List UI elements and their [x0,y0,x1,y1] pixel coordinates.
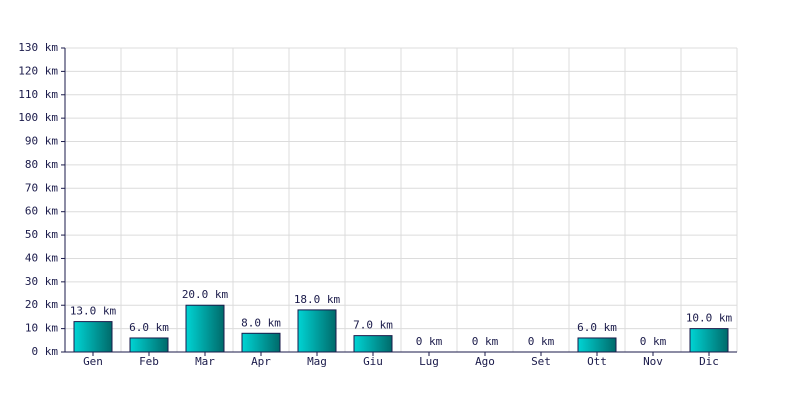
y-tick-label: 60 km [25,205,58,218]
bar [73,321,113,353]
x-tick-label: Giu [363,355,383,368]
y-tick-label: 20 km [25,298,58,311]
y-tick-label: 40 km [25,251,58,264]
value-label: 0 km [416,335,443,348]
value-label: 6.0 km [577,321,617,334]
value-label: 8.0 km [241,316,281,329]
bar [577,337,617,353]
value-label: 10.0 km [686,312,733,325]
bar [297,309,337,353]
y-tick-label: 0 km [32,345,59,358]
value-label: 18.0 km [294,293,341,306]
x-tick-label: Apr [251,355,271,368]
y-tick-label: 110 km [18,88,58,101]
x-tick-label: Lug [419,355,439,368]
bar [689,328,729,353]
value-label: 20.0 km [182,288,229,301]
bar [241,332,281,353]
x-tick-label: Feb [139,355,159,368]
x-tick-label: Nov [643,355,663,368]
value-label: 0 km [528,335,555,348]
y-tick-label: 130 km [18,41,58,54]
x-tick-label: Mag [307,355,327,368]
x-tick-label: Set [531,355,551,368]
bar [353,335,393,353]
x-tick-label: Ago [475,355,495,368]
x-tick-label: Mar [195,355,215,368]
x-tick-label: Gen [83,355,103,368]
bar [129,337,169,353]
value-label: 6.0 km [129,321,169,334]
y-tick-label: 120 km [18,64,58,77]
value-label: 7.0 km [353,319,393,332]
y-tick-label: 50 km [25,228,58,241]
x-tick-label: Dic [699,355,719,368]
y-tick-label: 100 km [18,111,58,124]
value-label: 13.0 km [70,305,117,318]
value-label: 0 km [640,335,667,348]
y-tick-label: 90 km [25,135,58,148]
bar [185,304,225,353]
y-tick-label: 70 km [25,181,58,194]
y-tick-label: 80 km [25,158,58,171]
x-tick-label: Ott [587,355,607,368]
y-tick-label: 30 km [25,275,58,288]
y-tick-label: 10 km [25,322,58,335]
value-label: 0 km [472,335,499,348]
